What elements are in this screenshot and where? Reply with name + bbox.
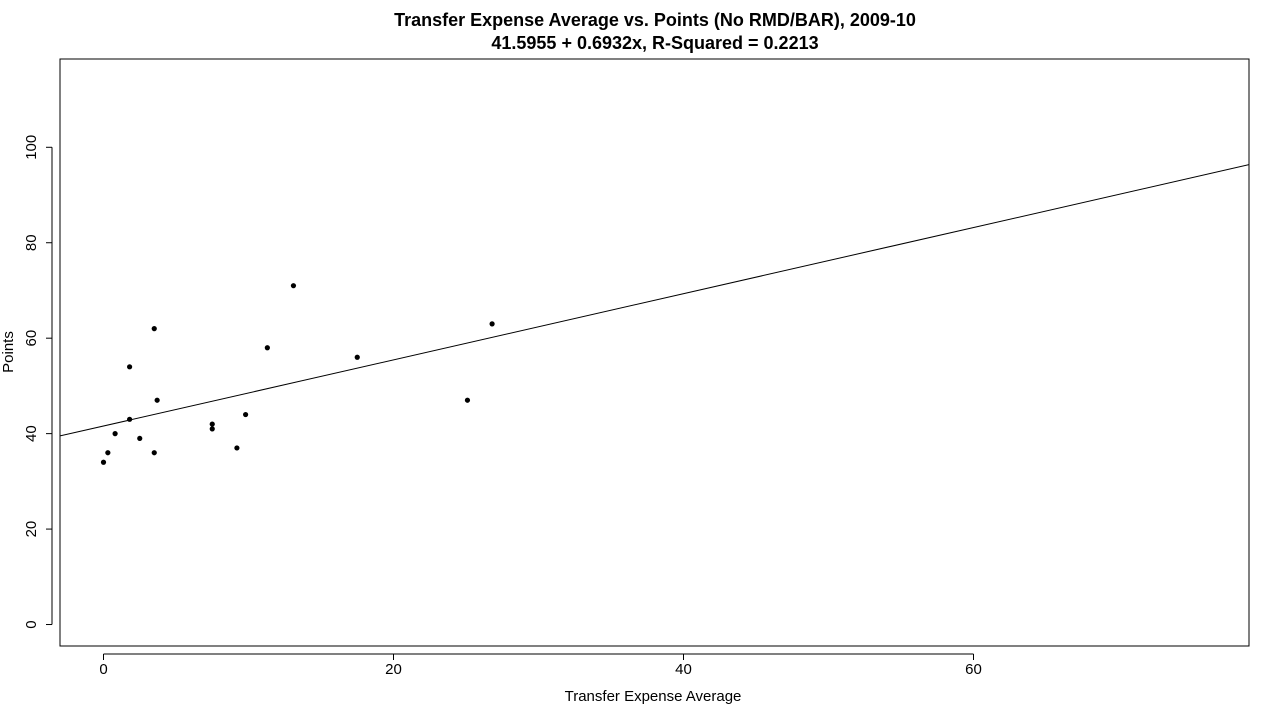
data-point [489, 321, 495, 327]
y-tick-label: 20 [23, 521, 40, 538]
x-tick-label: 0 [99, 661, 107, 678]
y-axis: 0 20 40 60 80 100 [23, 135, 53, 629]
x-axis-label: Transfer Expense Average [565, 688, 742, 705]
y-axis-label: Points [0, 331, 17, 373]
data-points [100, 283, 495, 465]
data-point [234, 445, 240, 451]
x-tick-label: 60 [965, 661, 982, 678]
data-point [100, 459, 107, 465]
chart-subtitle: 41.5955 + 0.6932x, R-Squared = 0.2213 [491, 33, 818, 53]
y-tick-label: 80 [23, 234, 40, 251]
data-point [464, 397, 471, 403]
x-tick-label: 20 [385, 661, 402, 678]
data-point [209, 426, 215, 432]
data-point [354, 354, 360, 360]
y-tick-label: 40 [23, 425, 40, 442]
x-tick-label: 40 [675, 661, 692, 678]
regression-line [60, 164, 1249, 437]
plot-frame [59, 58, 1250, 647]
data-point [209, 421, 215, 427]
y-tick-label: 60 [23, 330, 40, 347]
y-tick-label: 0 [23, 620, 40, 628]
data-point [137, 435, 143, 442]
data-point [127, 364, 133, 370]
data-point [151, 450, 157, 456]
regression-line-group [60, 164, 1249, 437]
data-point [154, 397, 160, 403]
data-point [151, 326, 157, 332]
chart-title: Transfer Expense Average vs. Points (No … [394, 10, 916, 30]
data-point [105, 450, 111, 456]
data-point [112, 431, 118, 437]
y-tick-label: 100 [23, 135, 40, 160]
x-axis: 0 20 40 60 [99, 653, 982, 678]
data-point [243, 411, 249, 418]
data-point [127, 416, 133, 422]
data-point [290, 283, 297, 289]
data-point [264, 345, 270, 351]
